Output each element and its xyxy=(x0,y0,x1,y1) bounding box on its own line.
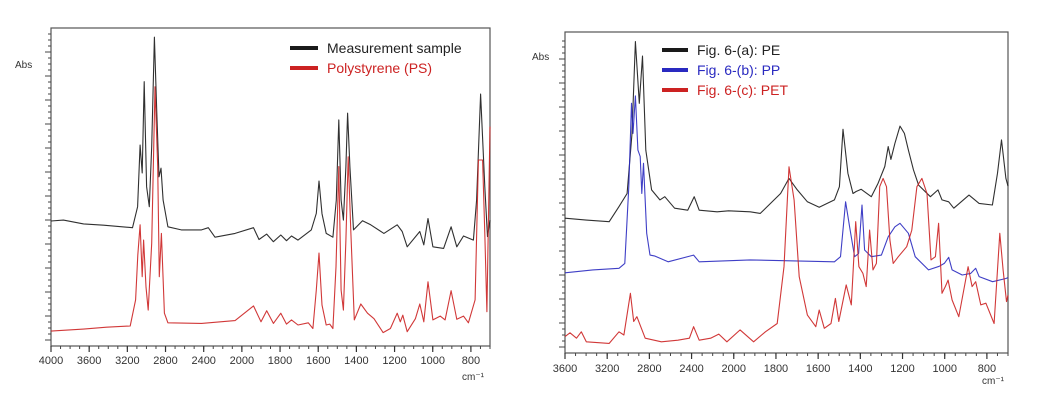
x-tick-label: 800 xyxy=(462,355,480,367)
x-tick-label: 1200 xyxy=(382,355,406,367)
x-tick-label: 2000 xyxy=(230,355,254,367)
x-tick-label: 800 xyxy=(978,363,996,375)
x-tick-label: 3200 xyxy=(115,355,139,367)
x-tick-label: 1000 xyxy=(932,363,956,375)
x-tick-label: 1000 xyxy=(420,355,444,367)
x-axis-label: cm⁻¹ xyxy=(462,372,485,383)
series-line-fig-6-b-pp xyxy=(564,95,1009,283)
x-tick-label: 1800 xyxy=(268,355,292,367)
x-tick-label: 2400 xyxy=(679,363,703,375)
chart-2: 3600 3200 2800 2400 2000 1800 1600 1400 1200 1000… xyxy=(532,31,1009,387)
chart-1: 4000 3600 3200 2800 2400 2000 1800 1600 1400 1200… xyxy=(15,27,491,383)
legend-label: Measurement sample xyxy=(327,40,462,56)
x-tick-label: 3200 xyxy=(595,363,619,375)
series-line-polystyrene-ps- xyxy=(50,86,491,334)
series-line-fig-6-c-pet xyxy=(564,166,1009,344)
x-tick-label: 4000 xyxy=(39,355,63,367)
series-line-fig-6-a-pe xyxy=(564,41,1009,223)
x-tick-label: 1400 xyxy=(344,355,368,367)
x-tick-label: 2400 xyxy=(191,355,215,367)
x-tick-label: 1200 xyxy=(890,363,914,375)
x-tick-label: 2000 xyxy=(722,363,746,375)
x-tick-label: 1600 xyxy=(806,363,830,375)
y-axis-label: Abs xyxy=(15,60,32,71)
legend-label: Fig. 6-(c): PET xyxy=(697,82,788,98)
series-line-measurement-sample xyxy=(50,36,491,249)
legend-label: Fig. 6-(b): PP xyxy=(697,62,780,78)
x-tick-label: 2800 xyxy=(153,355,177,367)
x-tick-label: 3600 xyxy=(553,363,577,375)
x-axis-label: cm⁻¹ xyxy=(982,376,1005,387)
x-tick-label: 1600 xyxy=(306,355,330,367)
x-tick-label: 1800 xyxy=(764,363,788,375)
x-tick-label: 2800 xyxy=(637,363,661,375)
legend-label: Polystyrene (PS) xyxy=(327,60,432,76)
x-tick-label: 1400 xyxy=(848,363,872,375)
x-tick-label: 3600 xyxy=(77,355,101,367)
legend-label: Fig. 6-(a): PE xyxy=(697,42,780,58)
y-axis-label: Abs xyxy=(532,52,549,63)
